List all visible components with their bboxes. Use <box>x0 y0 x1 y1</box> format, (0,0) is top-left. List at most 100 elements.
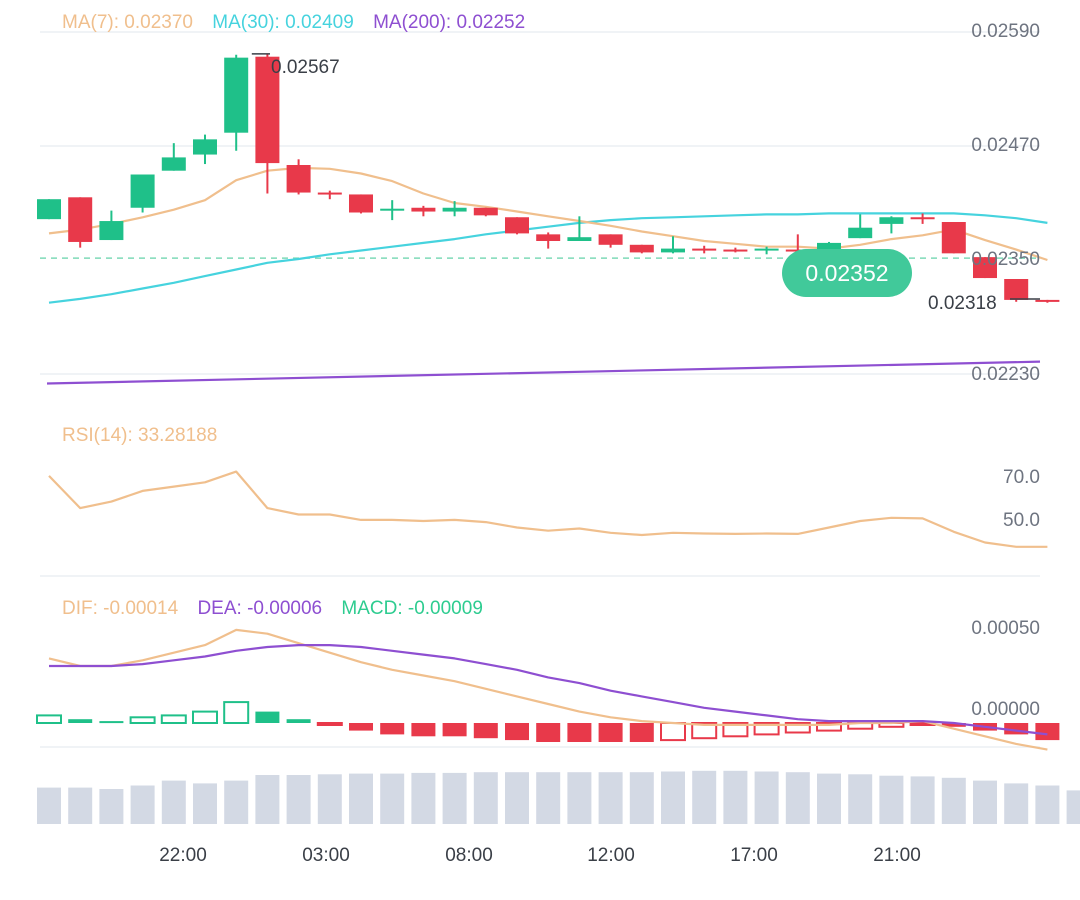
macd-histogram-bar <box>629 723 654 742</box>
candle-down <box>68 197 93 242</box>
ma200-legend-label: MA(200): 0.02252 <box>373 12 526 33</box>
volume-bar <box>411 772 436 824</box>
volume-bar <box>817 773 841 824</box>
current-price-badge[interactable]: 0.02352 <box>782 249 912 297</box>
volume-bar <box>380 773 405 824</box>
volume-bar <box>598 772 623 824</box>
rsi-legend: RSI(14): 33.28188 <box>62 425 231 447</box>
macd-histogram-bar <box>473 723 498 739</box>
macd-legend: DIF: -0.00014 DEA: -0.00006 MACD: -0.000… <box>62 598 497 620</box>
candle-up <box>879 217 904 224</box>
candle-down <box>505 217 529 234</box>
candle-down <box>973 257 997 279</box>
volume-bar <box>161 780 186 824</box>
macd-histogram-bar <box>722 722 749 738</box>
dif-legend-label: DIF: -0.00014 <box>62 598 179 619</box>
rsi-line <box>48 470 1048 548</box>
volume-bar <box>941 777 966 824</box>
ma7-legend-label: MA(7): 0.02370 <box>62 12 193 33</box>
low-price-marker: 0.02318 <box>928 293 997 314</box>
volume-bar <box>349 773 373 824</box>
macd-histogram-bar <box>286 719 311 723</box>
dif-line <box>48 628 1048 751</box>
volume-bar <box>68 787 93 824</box>
candle-down <box>1035 299 1060 302</box>
volume-bar <box>629 772 654 824</box>
time-axis-label: 17:00 <box>730 845 778 866</box>
rsi-axis-label: 50.0 <box>1003 510 1040 531</box>
volume-bar <box>785 772 810 824</box>
volume-bar <box>1066 790 1080 824</box>
volume-bar <box>193 783 217 824</box>
candle-up <box>567 237 592 241</box>
ma30-line <box>48 212 1048 304</box>
macd-histogram-bar <box>380 723 405 735</box>
candle-up <box>224 57 249 133</box>
candle-up <box>442 207 467 212</box>
volume-bar <box>973 780 997 824</box>
candle-down <box>349 194 373 213</box>
macd-histogram-bar <box>784 722 811 734</box>
ma30-legend-label: MA(30): 0.02409 <box>212 12 354 33</box>
time-axis-label: 12:00 <box>587 845 635 866</box>
candle-down <box>941 222 966 254</box>
macd-histogram-bar <box>36 714 62 725</box>
candle-down <box>629 244 654 253</box>
volume-bar <box>37 787 61 824</box>
volume-bar <box>286 775 311 824</box>
volume-bar <box>848 774 873 824</box>
macd-histogram-bar <box>192 710 218 724</box>
macd-histogram-bar <box>505 723 529 741</box>
macd-histogram-bar <box>598 723 623 742</box>
macd-histogram-bar <box>941 723 966 727</box>
macd-histogram-bar <box>223 701 250 724</box>
macd-histogram-bar <box>691 722 718 740</box>
volume-bar <box>692 770 717 824</box>
candle-down <box>255 56 280 164</box>
candle-down <box>598 234 623 245</box>
macd-histogram-bar <box>442 723 467 737</box>
candle-down <box>1004 279 1029 300</box>
candle-up <box>848 227 873 239</box>
macd-histogram-bar <box>660 722 686 742</box>
candle-down <box>473 207 498 216</box>
macd-histogram-bar <box>68 719 93 723</box>
macd-axis-label: 0.00050 <box>971 618 1040 639</box>
volume-bar <box>879 775 904 824</box>
macd-histogram-bar <box>129 716 156 724</box>
volume-bar <box>473 772 498 824</box>
time-axis-label: 08:00 <box>445 845 493 866</box>
time-axis-label: 21:00 <box>873 845 921 866</box>
candle-up <box>37 199 61 220</box>
candle-up <box>817 242 841 252</box>
candle-down <box>317 192 342 195</box>
macd-histogram-bar <box>1035 723 1060 741</box>
macd-legend-label: MACD: -0.00009 <box>341 598 483 619</box>
dea-line <box>49 643 1048 736</box>
volume-bar <box>536 772 561 824</box>
volume-bar <box>505 772 529 824</box>
volume-bar <box>317 774 342 824</box>
candle-up <box>380 208 405 211</box>
candle-down <box>910 217 935 220</box>
volume-bar <box>567 772 592 824</box>
price-axis-label: 0.02590 <box>971 21 1040 42</box>
price-axis-label: 0.02350 <box>971 249 1040 270</box>
time-axis-label: 03:00 <box>302 845 350 866</box>
volume-bar <box>1035 785 1060 824</box>
high-price-marker: 0.02567 <box>271 57 340 78</box>
macd-histogram-bar <box>816 722 842 732</box>
candle-up <box>193 139 217 155</box>
ma200-line <box>46 360 1041 385</box>
macd-histogram-bar <box>411 723 436 737</box>
macd-histogram-bar <box>316 722 343 726</box>
ma-legend: MA(7): 0.02370 MA(30): 0.02409 MA(200): … <box>62 12 539 34</box>
macd-axis-label: 0.00000 <box>971 699 1040 720</box>
macd-histogram-bar <box>753 722 780 736</box>
macd-histogram-bar <box>349 723 373 731</box>
macd-histogram-bar <box>99 721 124 724</box>
volume-bar <box>224 780 249 824</box>
volume-bar <box>754 771 779 824</box>
price-axis-label: 0.02230 <box>971 364 1040 385</box>
